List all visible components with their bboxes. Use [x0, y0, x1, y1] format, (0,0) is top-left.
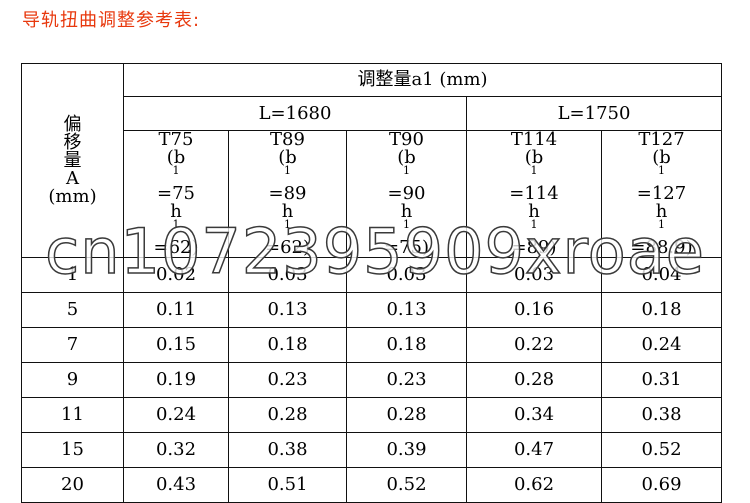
table-row: 11 0.24 0.28 0.28 0.34 0.38: [21, 397, 722, 433]
model-t90: T90 (b 1 =90 h 1 =75): [346, 130, 467, 258]
model-t89: T89 (b 1 =89 h 1 =62): [228, 130, 347, 258]
offset-cell: 7: [21, 327, 124, 363]
adjustment-header: 调整量a1 (mm): [123, 63, 722, 97]
value-cell: 0.32: [123, 432, 229, 468]
value-cell: 0.13: [228, 292, 347, 328]
value-cell: 0.18: [346, 327, 467, 363]
model-t127: T127 (b 1 =127 h 1 =88.9): [601, 130, 722, 258]
value-cell: 0.11: [123, 292, 229, 328]
table-row: 5 0.11 0.13 0.13 0.16 0.18: [21, 292, 722, 328]
value-cell: 0.02: [123, 257, 229, 293]
value-cell: 0.62: [466, 467, 602, 503]
value-cell: 0.28: [228, 397, 347, 433]
value-cell: 0.03: [228, 257, 347, 293]
value-cell: 0.39: [346, 432, 467, 468]
value-cell: 0.16: [466, 292, 602, 328]
value-cell: 0.22: [466, 327, 602, 363]
model-t114: T114 (b 1 =114 h 1 =89): [466, 130, 602, 258]
value-cell: 0.18: [601, 292, 722, 328]
value-cell: 0.23: [346, 362, 467, 398]
value-cell: 0.47: [466, 432, 602, 468]
group-header-l1680: L=1680: [123, 96, 467, 131]
value-cell: 0.52: [346, 467, 467, 503]
offset-header: 偏 移 量 A (mm): [21, 63, 124, 258]
value-cell: 0.28: [466, 362, 602, 398]
table-row: 1 0.02 0.03 0.03 0.03 0.04: [21, 257, 722, 293]
value-cell: 0.52: [601, 432, 722, 468]
value-cell: 0.24: [123, 397, 229, 433]
value-cell: 0.28: [346, 397, 467, 433]
offset-cell: 11: [21, 397, 124, 433]
value-cell: 0.51: [228, 467, 347, 503]
offset-cell: 20: [21, 467, 124, 503]
table-row: 15 0.32 0.38 0.39 0.47 0.52: [21, 432, 722, 468]
value-cell: 0.69: [601, 467, 722, 503]
table-row: 7 0.15 0.18 0.18 0.22 0.24: [21, 327, 722, 363]
value-cell: 0.23: [228, 362, 347, 398]
value-cell: 0.19: [123, 362, 229, 398]
offset-cell: 1: [21, 257, 124, 293]
table-row: 9 0.19 0.23 0.23 0.28 0.31: [21, 362, 722, 398]
value-cell: 0.24: [601, 327, 722, 363]
group-header-l1750: L=1750: [466, 96, 722, 131]
offset-cell: 9: [21, 362, 124, 398]
value-cell: 0.43: [123, 467, 229, 503]
value-cell: 0.15: [123, 327, 229, 363]
value-cell: 0.03: [346, 257, 467, 293]
document-title: 导轨扭曲调整参考表:: [22, 10, 201, 31]
value-cell: 0.18: [228, 327, 347, 363]
offset-cell: 5: [21, 292, 124, 328]
adjustment-table: 偏 移 量 A (mm) 调整量a1 (mm) L=1680 L=1750 T7…: [21, 63, 722, 503]
value-cell: 0.31: [601, 362, 722, 398]
model-t75: T75 (b 1 =75 h 1 =62): [123, 130, 229, 258]
offset-cell: 15: [21, 432, 124, 468]
value-cell: 0.34: [466, 397, 602, 433]
value-cell: 0.04: [601, 257, 722, 293]
value-cell: 0.38: [228, 432, 347, 468]
value-cell: 0.38: [601, 397, 722, 433]
table-row: 20 0.43 0.51 0.52 0.62 0.69: [21, 467, 722, 503]
value-cell: 0.03: [466, 257, 602, 293]
value-cell: 0.13: [346, 292, 467, 328]
